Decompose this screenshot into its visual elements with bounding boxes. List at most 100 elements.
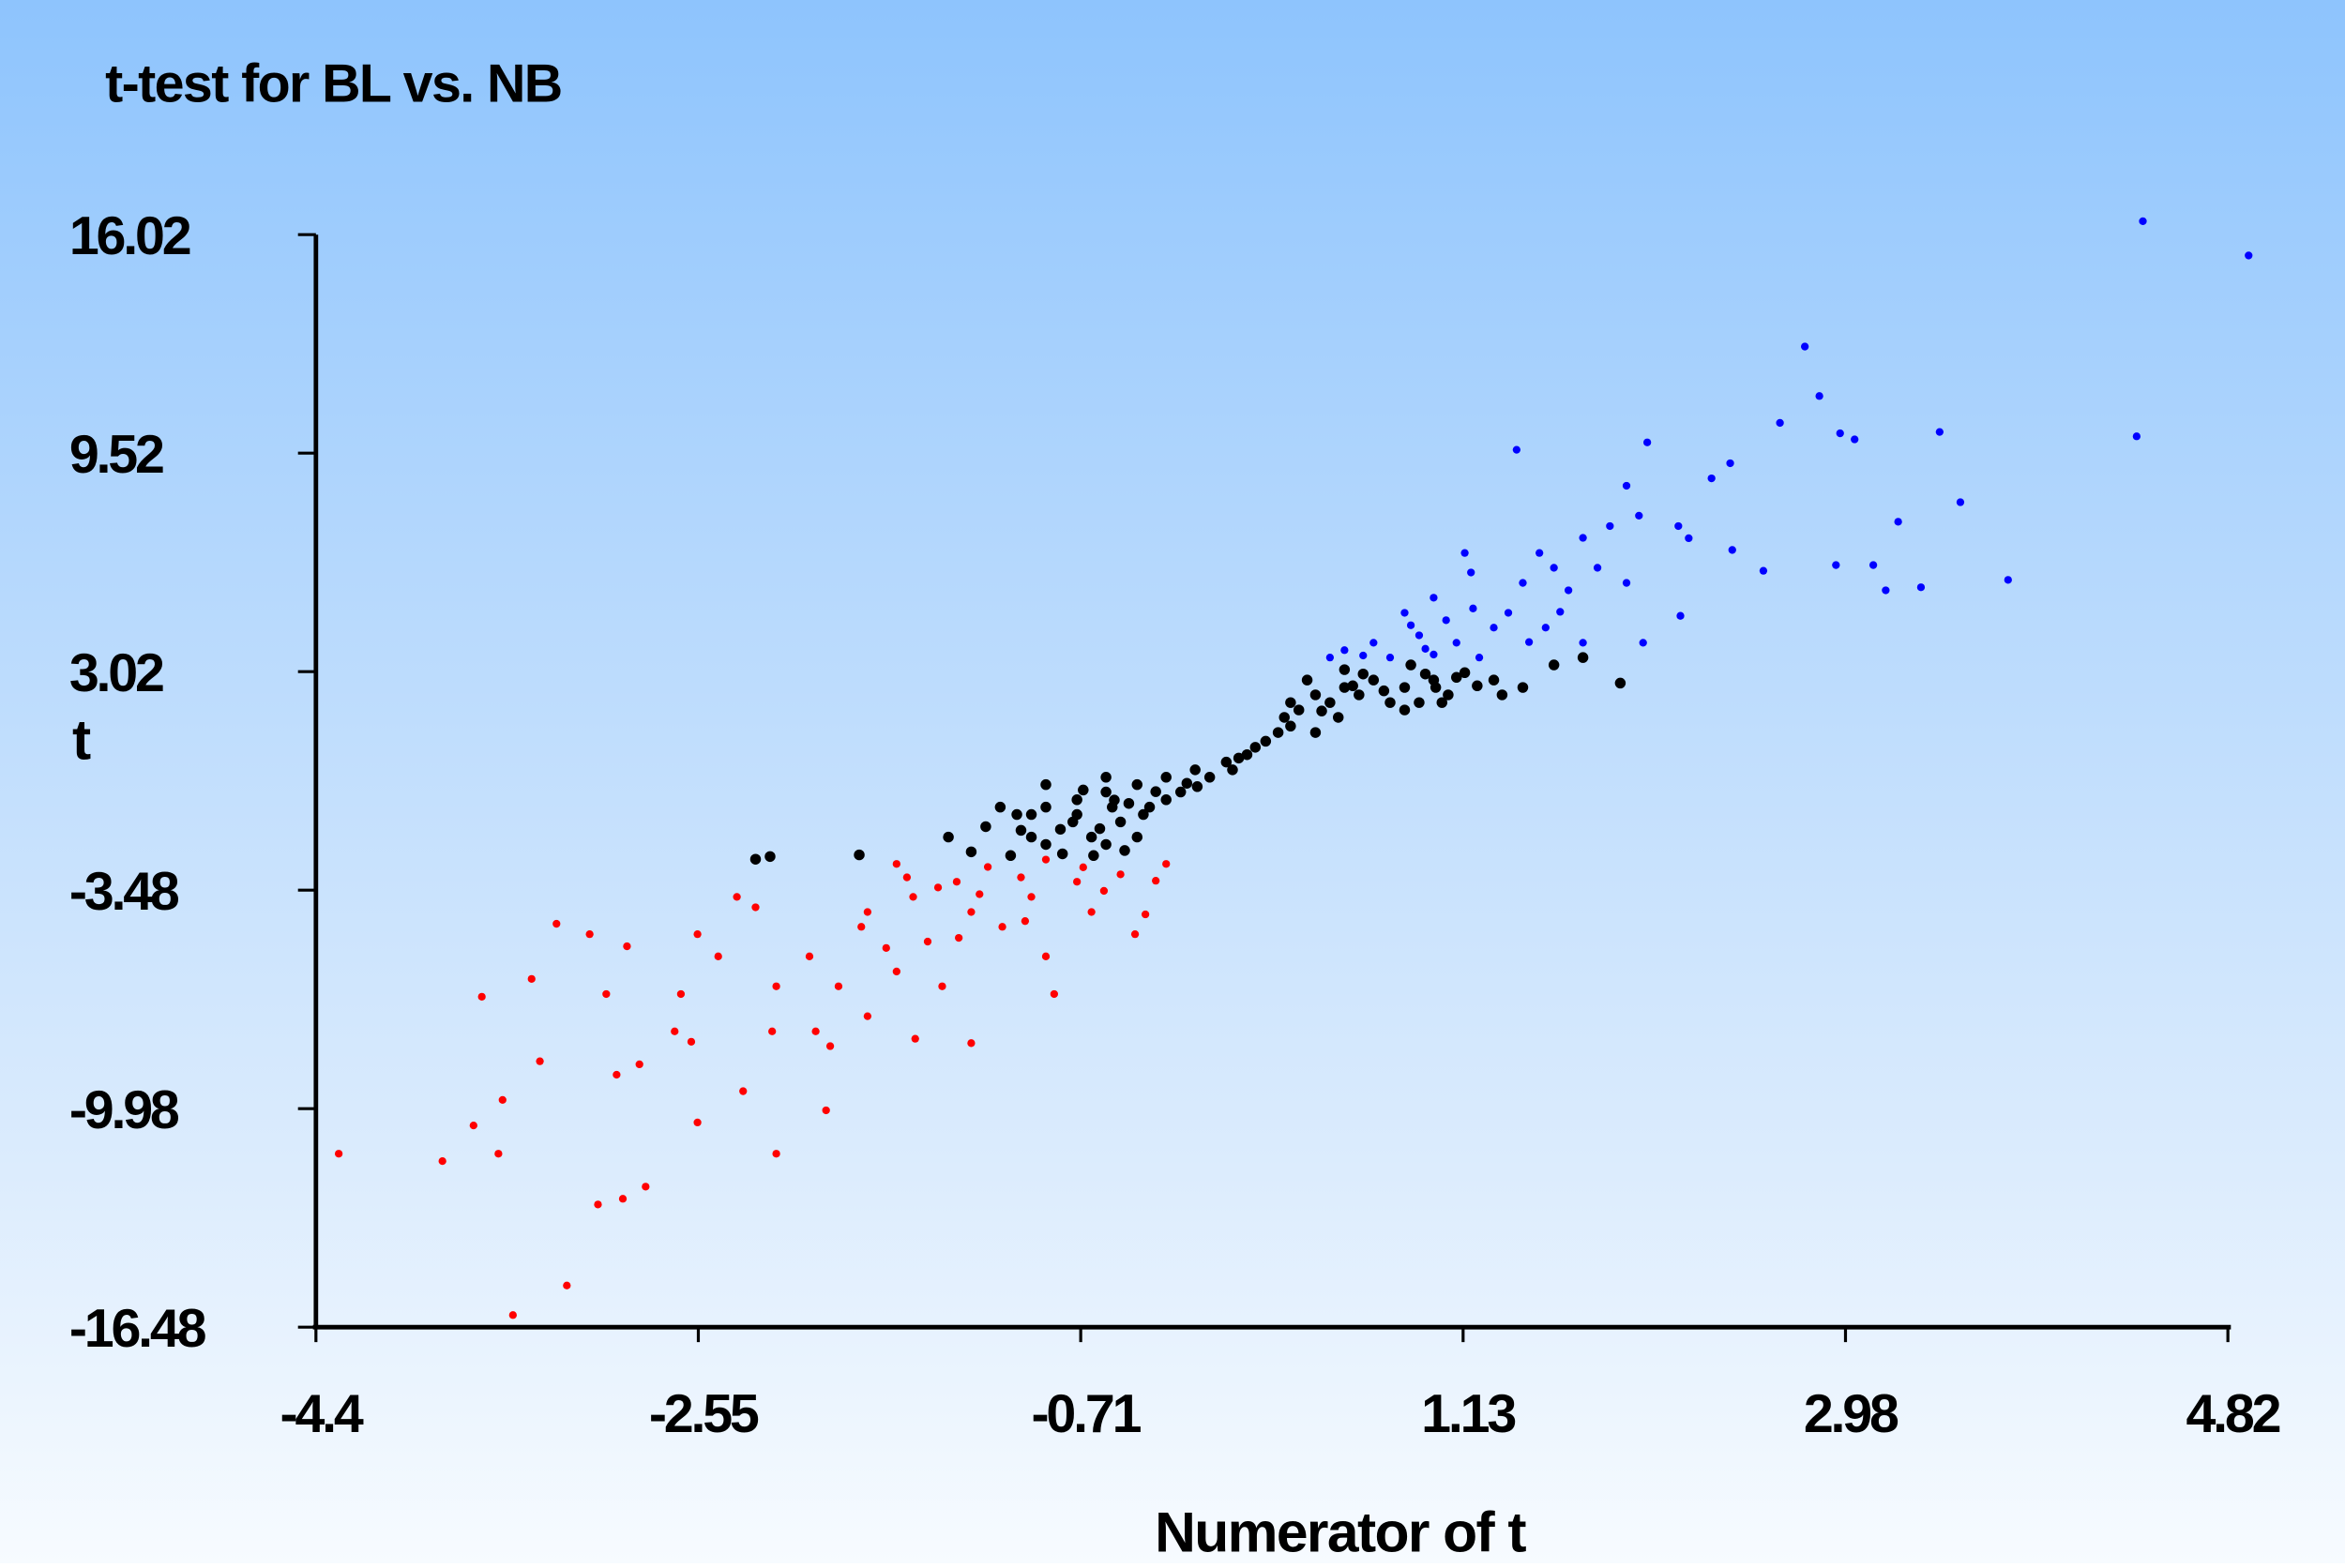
data-point: [772, 982, 780, 990]
data-point: [834, 982, 843, 990]
data-point: [1385, 654, 1395, 662]
data-point: [854, 849, 865, 861]
data-point: [1467, 568, 1475, 577]
data-point: [811, 1027, 820, 1035]
data-point: [1340, 646, 1349, 655]
x-tick-label: 1.13: [1421, 1384, 1515, 1444]
data-point: [1357, 668, 1369, 680]
data-point: [1504, 609, 1513, 617]
data-point: [1027, 893, 1036, 901]
data-point: [1339, 682, 1351, 693]
data-point: [938, 982, 946, 990]
data-point: [2245, 251, 2253, 260]
data-point: [967, 1039, 976, 1048]
data-point: [1517, 682, 1529, 693]
data-point: [1726, 459, 1734, 468]
data-point: [1203, 772, 1216, 783]
data-point: [1278, 712, 1290, 723]
series-significant-negative: [334, 855, 1171, 1319]
data-point: [967, 908, 976, 916]
data-point: [1119, 845, 1130, 856]
data-point: [1550, 564, 1558, 572]
x-tick-label: -4.4: [280, 1384, 364, 1444]
data-point: [2132, 432, 2141, 441]
data-point: [923, 937, 932, 946]
data-point: [1160, 794, 1172, 806]
data-point: [1017, 873, 1025, 882]
data-point: [1606, 521, 1614, 531]
data-point: [1347, 680, 1358, 691]
tick-group: -4.4 -2.55 -0.71 1.13 2.98 4.82 16.02 9.52 3.02 -…: [69, 206, 2283, 1444]
data-point: [1956, 498, 1965, 506]
data-point: [1324, 697, 1336, 708]
x-tick-label: -2.55: [649, 1384, 759, 1444]
data-point: [1836, 429, 1844, 438]
data-point: [585, 930, 594, 939]
data-point: [1249, 742, 1262, 753]
y-tick-label: -16.48: [69, 1299, 206, 1359]
data-point: [976, 890, 984, 898]
data-point: [1079, 863, 1087, 871]
data-point: [1316, 705, 1327, 716]
data-point: [1141, 910, 1150, 919]
data-point: [1622, 481, 1631, 490]
data-point: [1443, 689, 1454, 701]
data-point: [1174, 786, 1187, 798]
data-point: [1272, 727, 1284, 738]
data-point: [1054, 823, 1067, 836]
data-point: [536, 1057, 544, 1065]
data-point: [1882, 586, 1890, 595]
data-point: [1452, 639, 1460, 647]
data-point: [1399, 704, 1411, 716]
x-tick-label: 4.82: [2186, 1384, 2279, 1444]
y-tick-label: 16.02: [69, 206, 190, 266]
data-point: [1832, 561, 1840, 569]
y-tick-label: 3.02: [69, 643, 163, 703]
data-point: [1378, 685, 1390, 697]
data-point: [751, 903, 760, 912]
data-point: [1152, 877, 1160, 885]
data-point: [772, 1150, 780, 1158]
data-point: [1639, 639, 1647, 647]
data-point: [1143, 801, 1156, 813]
data-point: [1577, 652, 1589, 663]
data-point: [805, 952, 814, 960]
data-point: [1475, 654, 1484, 662]
data-point: [438, 1156, 446, 1166]
data-point: [1868, 561, 1878, 569]
data-point: [1301, 674, 1313, 686]
data-point: [1293, 704, 1305, 716]
data-point: [1536, 549, 1544, 557]
data-point: [602, 989, 611, 999]
data-point: [825, 1042, 835, 1050]
data-point: [1579, 639, 1587, 647]
data-point: [1524, 638, 1534, 646]
data-point: [469, 1121, 477, 1130]
axes: [312, 234, 2232, 1330]
data-point: [1150, 786, 1161, 797]
data-point: [1021, 917, 1030, 926]
x-axis-label: Numerator of t: [1155, 1500, 1526, 1563]
data-point: [822, 1106, 830, 1115]
data-point: [1040, 838, 1051, 851]
data-point: [1801, 342, 1809, 351]
data-point: [1088, 850, 1099, 862]
data-point: [909, 893, 917, 901]
data-point: [1442, 616, 1450, 625]
data-point: [943, 831, 954, 843]
y-tick-label: -9.98: [69, 1080, 179, 1140]
data-point: [1635, 511, 1643, 520]
data-point: [1181, 777, 1193, 789]
data-point: [1094, 822, 1106, 835]
data-point: [1339, 664, 1351, 675]
data-point: [1309, 727, 1322, 738]
data-point: [623, 942, 631, 951]
data-point: [1100, 772, 1112, 783]
data-point: [1430, 650, 1438, 659]
data-point: [1138, 808, 1149, 821]
data-point: [1085, 831, 1097, 843]
data-point: [1406, 621, 1415, 629]
data-point: [494, 1150, 503, 1158]
data-point: [965, 846, 977, 858]
